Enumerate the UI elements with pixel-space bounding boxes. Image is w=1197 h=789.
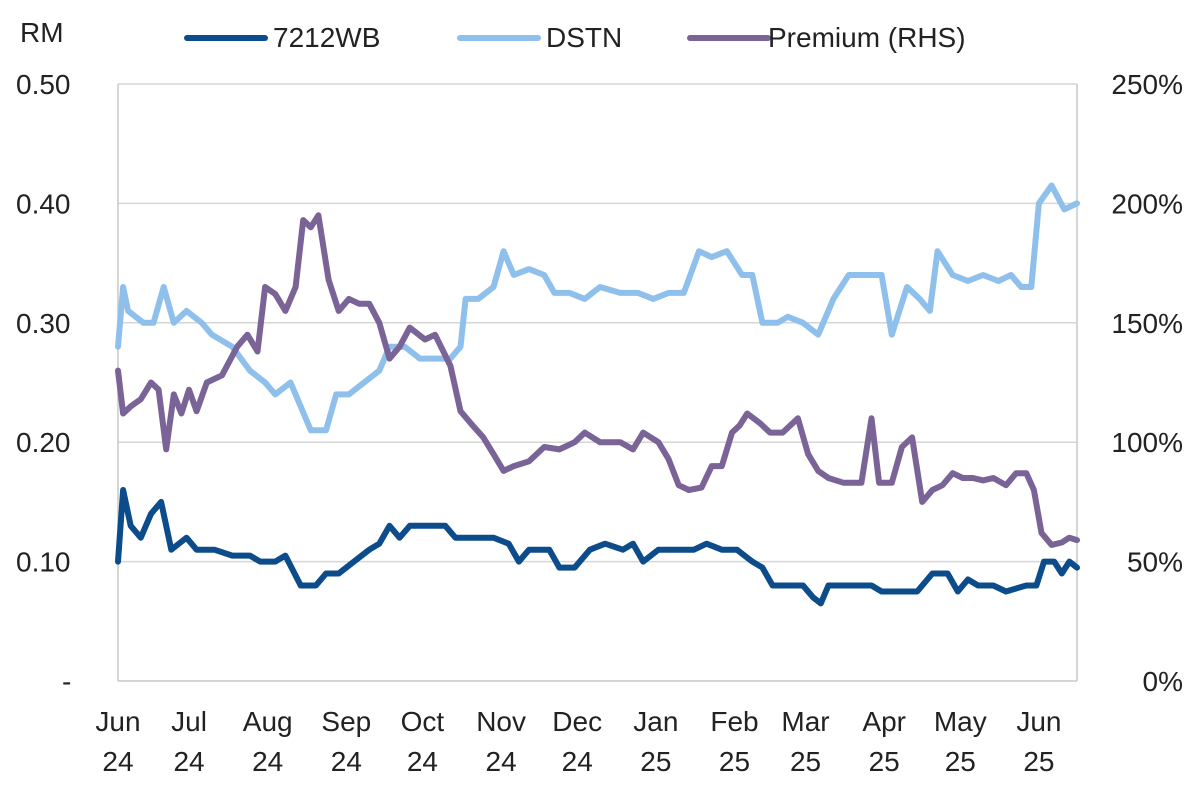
- series-lines: [115, 182, 1080, 607]
- x-tick-year: 25: [1023, 746, 1054, 777]
- y-left-unit-label: RM: [20, 17, 64, 48]
- x-tick-year: 25: [945, 746, 976, 777]
- y-right-tick-label: 100%: [1111, 427, 1183, 458]
- x-tick-year: 24: [331, 746, 362, 777]
- x-tick-month: Nov: [476, 706, 526, 737]
- x-tick-year: 24: [102, 746, 133, 777]
- x-tick-year: 25: [869, 746, 900, 777]
- x-tick-year: 24: [173, 746, 204, 777]
- x-tick-month: Feb: [710, 706, 758, 737]
- x-tick-month: Mar: [781, 706, 829, 737]
- gridlines: [118, 83, 1077, 563]
- series-line-dstn: [115, 182, 1080, 434]
- x-tick-month: Sep: [321, 706, 371, 737]
- y-right-tick-label: 200%: [1111, 188, 1183, 219]
- y-left-tick-label: 0.10: [16, 547, 71, 578]
- x-tick-month: Jan: [633, 706, 678, 737]
- x-tick-year: 24: [562, 746, 593, 777]
- y-left-tick-label: 0.20: [16, 427, 71, 458]
- y-left-tick-label: 0.50: [16, 69, 71, 100]
- x-tick-month: Aug: [243, 706, 293, 737]
- y-left-tick-labels: - 0.10 0.20 0.30 0.40 0.50: [16, 69, 71, 697]
- y-right-tick-label: 0%: [1143, 666, 1183, 697]
- series-line-premium-rhs: [115, 212, 1080, 548]
- x-tick-month: Dec: [552, 706, 602, 737]
- x-tick-month: May: [934, 706, 987, 737]
- y-right-tick-label: 150%: [1111, 308, 1183, 339]
- y-right-tick-label: 50%: [1127, 547, 1183, 578]
- y-left-tick-label: 0.30: [16, 308, 71, 339]
- legend-label: Premium (RHS): [768, 22, 966, 53]
- x-tick-year: 25: [790, 746, 821, 777]
- x-tick-month: Jul: [171, 706, 207, 737]
- series-line-7212wb: [115, 487, 1080, 607]
- x-tick-month: Apr: [862, 706, 906, 737]
- legend-label: 7212WB: [273, 22, 380, 53]
- x-tick-month: Jun: [95, 706, 140, 737]
- x-tick-month: Oct: [401, 706, 445, 737]
- x-tick-month: Jun: [1016, 706, 1061, 737]
- legend-label: DSTN: [546, 22, 622, 53]
- x-tick-year: 25: [640, 746, 671, 777]
- x-tick-year: 25: [719, 746, 750, 777]
- y-right-tick-label: 250%: [1111, 69, 1183, 100]
- y-left-tick-label: -: [62, 666, 71, 697]
- x-tick-year: 24: [407, 746, 438, 777]
- y-left-tick-label: 0.40: [16, 188, 71, 219]
- x-tick-year: 24: [486, 746, 517, 777]
- y-right-tick-labels: 0% 50% 100% 150% 200% 250%: [1111, 69, 1183, 697]
- legend: 7212WB DSTN Premium (RHS): [184, 22, 966, 53]
- x-tick-labels: Jun 24 Jul 24 Aug 24 Sep 24 Oct 24 Nov 24 Dec 24 Jan 25…: [95, 706, 1061, 777]
- x-tick-year: 24: [252, 746, 283, 777]
